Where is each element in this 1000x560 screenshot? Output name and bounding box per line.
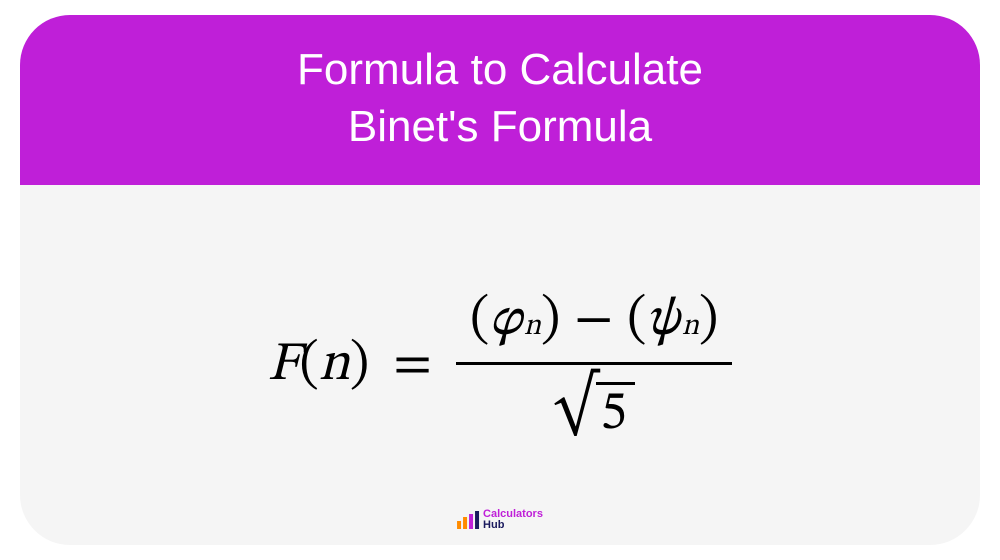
formula-card: Formula to Calculate Binet's Formula F(n…: [20, 15, 980, 545]
logo-bars-icon: [457, 511, 479, 529]
phi-symbol: φ: [489, 286, 522, 354]
equals-sign: =: [393, 331, 432, 399]
logo-text-bottom: Hub: [483, 520, 543, 531]
psi-symbol: ψ: [646, 286, 679, 354]
radicand-value: 5: [596, 382, 635, 444]
card-header: Formula to Calculate Binet's Formula: [20, 15, 980, 185]
phi-exponent: n: [524, 309, 541, 346]
function-arg: n: [319, 338, 350, 392]
function-name: F: [268, 338, 300, 392]
logo-text: Calculators Hub: [483, 509, 543, 531]
psi-exponent: n: [682, 309, 699, 346]
brand-logo: Calculators Hub: [457, 509, 543, 531]
header-line-1: Formula to Calculate: [60, 41, 940, 98]
binet-formula: F(n) = (φn) − (ψn) √ 5: [268, 286, 733, 444]
minus-operator: −: [574, 286, 613, 354]
square-root: √ 5: [553, 382, 635, 444]
header-line-2: Binet's Formula: [60, 98, 940, 155]
card-body: F(n) = (φn) − (ψn) √ 5: [20, 185, 980, 545]
denominator: √ 5: [456, 362, 732, 444]
numerator: (φn) − (ψn): [456, 286, 732, 362]
radical-symbol: √: [553, 382, 598, 433]
fraction: (φn) − (ψn) √ 5: [456, 286, 732, 444]
formula-lhs: F(n): [268, 331, 369, 399]
